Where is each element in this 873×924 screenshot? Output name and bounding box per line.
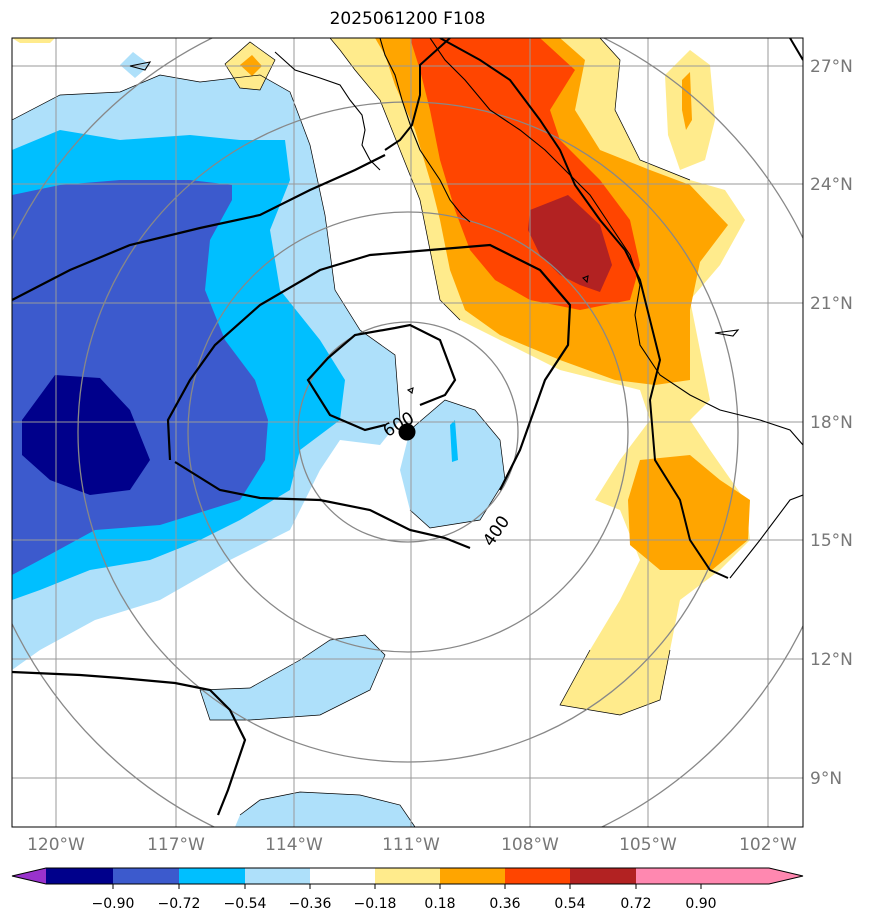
map-plot-area: [12, 38, 803, 827]
fill-level-36-top: [12, 38, 55, 43]
range-ring: [187, 211, 629, 653]
lon-label: 111°W: [382, 835, 440, 855]
colorbar-tick-label: 0.18: [424, 896, 455, 912]
lat-label: 9°N: [810, 769, 842, 789]
lon-label: 105°W: [619, 835, 677, 855]
lon-label: 102°W: [739, 835, 797, 855]
colorbar-segment: [440, 868, 505, 884]
lon-label: 117°W: [147, 835, 205, 855]
lat-label: 27°N: [810, 57, 853, 77]
lat-label: 24°N: [810, 175, 853, 195]
colorbar-tick-label: −0.36: [289, 896, 332, 912]
small-island: [582, 275, 589, 284]
boundary-line: [559, 649, 671, 716]
colorbar-tick-label: −0.72: [158, 896, 201, 912]
range-ring: [77, 101, 739, 763]
lon-label: 114°W: [265, 835, 323, 855]
colorbar-segment: [113, 868, 179, 884]
isthmus-coast: [729, 494, 803, 579]
baja-coast: [274, 51, 381, 171]
small-island: [714, 329, 740, 337]
colorbar-ticks: [112, 884, 702, 889]
lon-label: 108°W: [501, 835, 559, 855]
contour-line: [12, 670, 247, 816]
lat-label: 12°N: [810, 650, 853, 670]
range-rings: [12, 38, 803, 827]
colorbar-segment: [570, 868, 636, 884]
colorbar-tick-label: 0.54: [554, 896, 585, 912]
fill-level-neg36-eye: [400, 400, 505, 528]
boundary-line: [12, 74, 401, 421]
colorbar-tick-label: 0.36: [489, 896, 520, 912]
border-line: [439, 38, 729, 579]
latitude-labels: 27°N 24°N 21°N 18°N 15°N 12°N 9°N: [810, 57, 853, 789]
coastlines: [129, 38, 803, 579]
fill-level-neg90: [22, 375, 150, 495]
colorbar-tick-label: 0.72: [620, 896, 651, 912]
colorbar-segment: [375, 868, 440, 884]
longitude-labels: 120°W 117°W 114°W 111°W 108°W 105°W 102°…: [27, 835, 797, 855]
colorbar-segment: [636, 868, 701, 884]
colorbar-tick-labels: −0.90 −0.72 −0.54 −0.36 −0.18 0.18 0.36 …: [92, 896, 717, 912]
country-borders: [384, 38, 803, 579]
mainland-coast: [429, 38, 803, 446]
boundary-line: [599, 38, 691, 181]
boundary-line: [409, 399, 506, 529]
small-island: [406, 387, 414, 394]
fill-level-54-east: [682, 72, 692, 130]
border-line: [384, 38, 451, 151]
geopotential-contours: [12, 154, 572, 816]
negative-anomaly-fills: [12, 52, 505, 827]
plot-frame: [11, 37, 804, 828]
colorbar-segment: [505, 868, 570, 884]
baja-east-coast: [379, 38, 471, 223]
lon-label: 120°W: [27, 835, 85, 855]
lat-label: 18°N: [810, 413, 853, 433]
boundary-line: [239, 791, 416, 827]
fill-level-neg36-south: [200, 635, 385, 720]
boundary-line: [224, 41, 276, 91]
boundary-line: [199, 634, 386, 721]
contour-line: [12, 154, 386, 301]
colorbar-segment: [310, 868, 375, 884]
lat-label: 15°N: [810, 531, 853, 551]
colorbar-extend-low: [12, 868, 46, 884]
fill-level-neg36-bottom: [235, 792, 415, 827]
colorbar: −0.90 −0.72 −0.54 −0.36 −0.18 0.18 0.36 …: [11, 867, 804, 912]
colorbar-segment: [245, 868, 310, 884]
range-ring: [297, 321, 519, 543]
positive-anomaly-fills: [12, 38, 750, 715]
small-island: [129, 61, 152, 71]
boundary-line: [329, 38, 461, 321]
border-line: [789, 38, 803, 61]
colorbar-tick-label: −0.90: [92, 896, 135, 912]
storm-center-marker: [398, 423, 416, 441]
contour-line: [174, 461, 471, 550]
colorbar-tick-label: −0.54: [224, 896, 267, 912]
fill-boundary-lines: [12, 38, 691, 827]
map-title: 2025061200 F108: [329, 9, 486, 29]
colorbar-tick-label: 0.90: [685, 896, 716, 912]
colorbar-extend-high: [701, 868, 803, 884]
contour-line: [166, 243, 572, 491]
colorbar-outline: [11, 867, 804, 885]
contour-line: [306, 323, 457, 432]
fill-level-neg54-eye: [450, 420, 458, 462]
graticule: [12, 38, 803, 827]
colorbar-segment: [179, 868, 245, 884]
fill-level-90: [528, 195, 612, 292]
colorbar-tick-label: −0.18: [354, 896, 397, 912]
lat-label: 21°N: [810, 294, 853, 314]
colorbar-segment: [46, 868, 113, 884]
